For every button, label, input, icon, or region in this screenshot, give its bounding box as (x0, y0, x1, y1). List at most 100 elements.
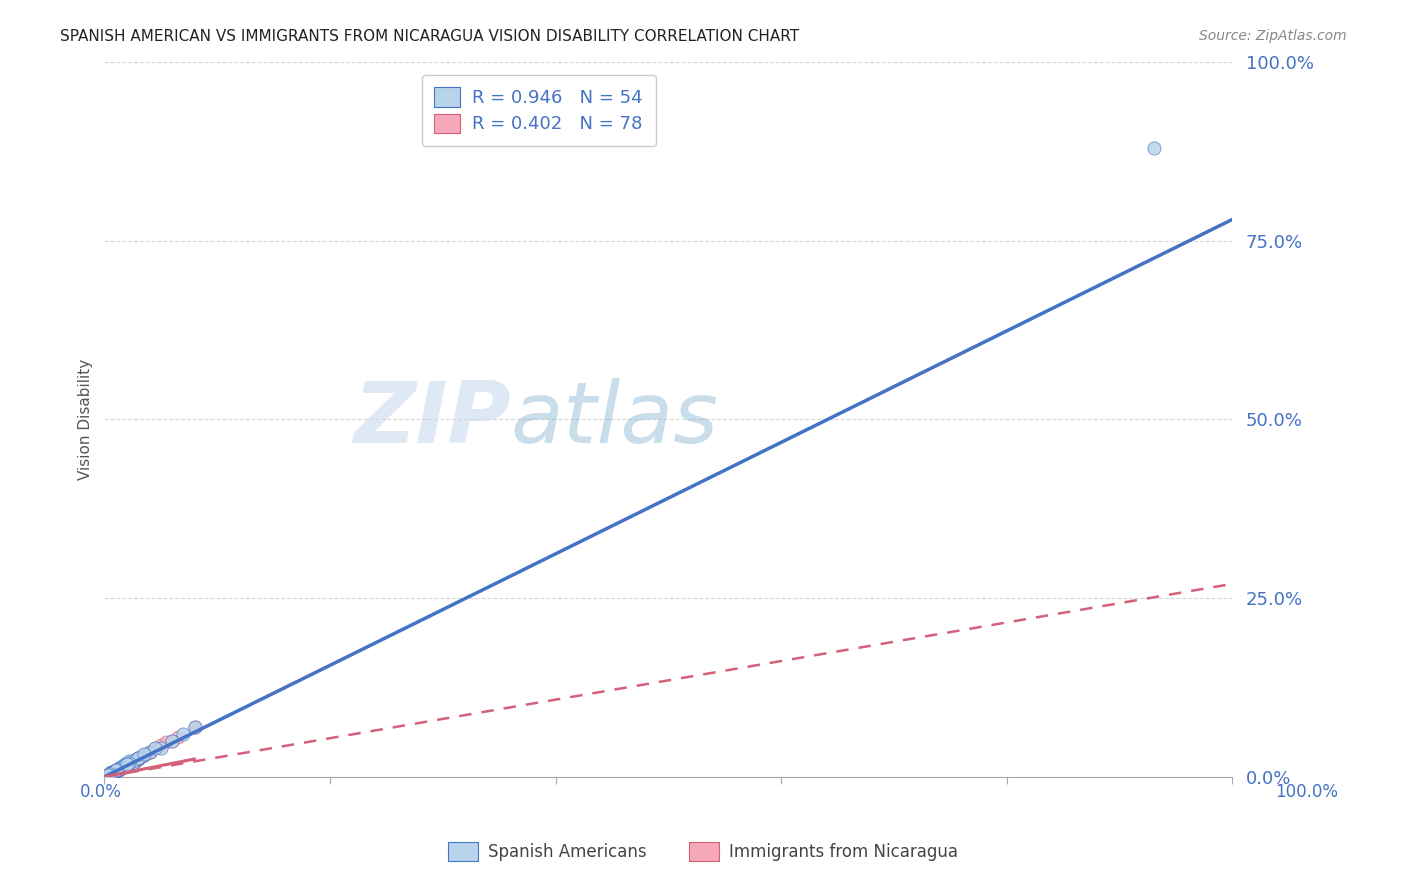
Point (138, 745, 160, 759)
Point (104, 764, 127, 778)
Point (101, 765, 124, 780)
Point (108, 762, 131, 776)
Point (108, 763, 131, 777)
Y-axis label: Vision Disability: Vision Disability (79, 359, 93, 480)
Point (97, 767, 120, 781)
Point (100, 766, 122, 780)
Point (172, 727, 194, 741)
Point (103, 765, 125, 780)
Point (110, 760, 132, 774)
Point (115, 758, 138, 772)
Point (103, 764, 125, 779)
Point (97, 767, 120, 781)
Point (100, 766, 122, 780)
Point (97, 767, 120, 781)
Point (97, 768, 120, 782)
Point (127, 750, 149, 764)
Text: 100.0%: 100.0% (1275, 783, 1339, 801)
Point (97, 767, 120, 781)
Point (129, 749, 152, 764)
Point (98, 766, 121, 780)
Point (104, 764, 127, 778)
Point (114, 756, 136, 771)
Point (108, 761, 131, 775)
Point (104, 764, 127, 778)
Point (98, 767, 121, 781)
Point (96, 769, 118, 783)
Point (101, 765, 124, 780)
Point (104, 764, 127, 778)
Point (143, 741, 166, 756)
Point (104, 764, 127, 778)
Point (97, 768, 120, 782)
Point (97, 768, 120, 782)
Point (107, 763, 129, 777)
Text: Source: ZipAtlas.com: Source: ZipAtlas.com (1199, 29, 1347, 43)
Point (107, 763, 129, 777)
Point (114, 760, 136, 774)
Legend: Spanish Americans, Immigrants from Nicaragua: Spanish Americans, Immigrants from Nicar… (441, 835, 965, 868)
Point (132, 748, 155, 763)
Point (108, 762, 131, 776)
Point (132, 747, 155, 761)
Point (100, 764, 122, 779)
Text: ZIP: ZIP (353, 378, 510, 461)
Point (125, 752, 148, 766)
Text: SPANISH AMERICAN VS IMMIGRANTS FROM NICARAGUA VISION DISABILITY CORRELATION CHAR: SPANISH AMERICAN VS IMMIGRANTS FROM NICA… (60, 29, 800, 44)
Point (97, 767, 120, 781)
Point (103, 764, 125, 779)
Point (103, 766, 125, 780)
Point (100, 766, 122, 780)
Point (115, 759, 138, 773)
Point (104, 764, 127, 778)
Point (105, 763, 128, 777)
Point (104, 764, 127, 778)
Point (98, 767, 121, 781)
Point (1142, 141, 1164, 155)
Point (125, 753, 148, 767)
Point (104, 764, 127, 778)
Point (98, 767, 121, 781)
Point (104, 764, 127, 778)
Point (101, 766, 124, 780)
Point (103, 765, 125, 780)
Point (160, 734, 183, 748)
Point (97, 768, 120, 782)
Point (114, 759, 136, 773)
Point (100, 766, 122, 780)
Point (98, 767, 121, 781)
Point (115, 759, 138, 773)
Point (107, 763, 129, 777)
Point (183, 720, 205, 734)
Point (115, 757, 138, 772)
Point (110, 761, 132, 775)
Point (96, 769, 118, 783)
Point (101, 765, 124, 780)
Point (115, 758, 138, 772)
Point (107, 763, 129, 777)
Point (127, 752, 149, 766)
Point (166, 731, 188, 745)
Point (97, 768, 120, 782)
Legend: R = 0.946   N = 54, R = 0.402   N = 78: R = 0.946 N = 54, R = 0.402 N = 78 (422, 75, 655, 146)
Point (111, 760, 134, 774)
Point (125, 754, 148, 768)
Point (107, 764, 129, 778)
Point (118, 756, 141, 771)
Point (98, 767, 121, 781)
Point (127, 752, 149, 766)
Point (149, 738, 172, 752)
Point (97, 768, 120, 782)
Point (118, 754, 141, 768)
Point (121, 756, 143, 770)
Text: atlas: atlas (510, 378, 718, 461)
Point (155, 735, 177, 749)
Point (98, 767, 121, 781)
Point (101, 765, 124, 780)
Point (115, 757, 138, 772)
Point (121, 754, 143, 768)
Point (97, 768, 120, 782)
Point (114, 758, 136, 772)
Point (103, 764, 125, 779)
Point (110, 761, 132, 775)
